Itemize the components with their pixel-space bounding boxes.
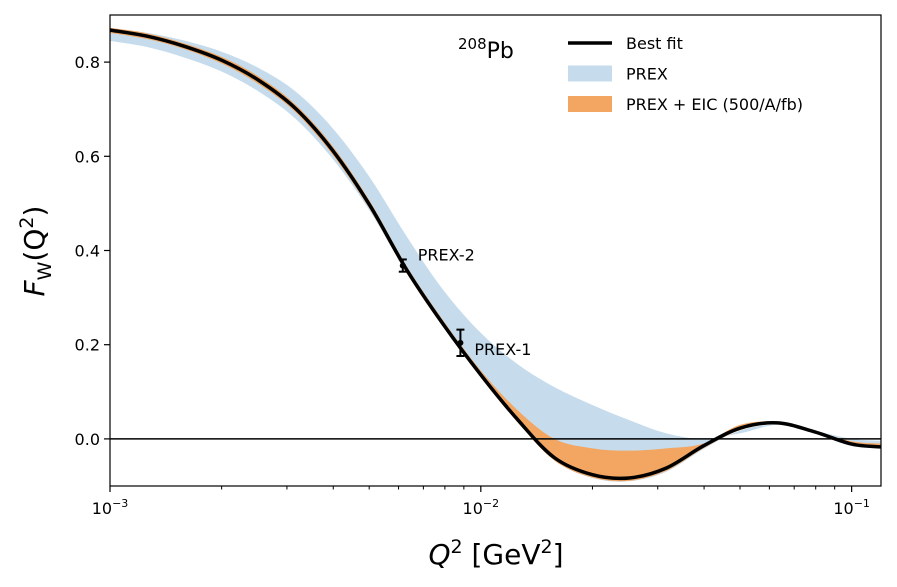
plot-layer: [110, 27, 881, 482]
x-tick-base: 10: [463, 499, 483, 518]
x-label-part: ]: [553, 538, 564, 571]
annotation: 208Pb: [458, 35, 514, 64]
x-tick-exp: −1: [854, 497, 870, 510]
x-label-part: 2: [541, 536, 553, 558]
y-label-part: ): [18, 206, 51, 217]
y-label-part: F: [18, 279, 51, 296]
x-tick-label: 10−2: [463, 497, 500, 518]
annotation-super: 208: [458, 35, 487, 53]
legend-swatch: [568, 65, 612, 82]
y-label-part: W: [34, 261, 56, 280]
y-label-part: (Q: [18, 229, 51, 262]
frame: [109, 14, 882, 487]
point: [399, 262, 406, 269]
x-tick-base: 10: [92, 499, 112, 518]
legend-label: PREX + EIC (500/A/fb): [626, 95, 803, 114]
x-tick-exp: −3: [112, 497, 128, 510]
line: [110, 28, 881, 481]
x-tick-base: 10: [833, 499, 853, 518]
y-tick-label: 0.2: [75, 336, 100, 355]
x-label-part: 2: [451, 536, 463, 558]
x-label-part: Q: [428, 538, 450, 571]
y-tick-label: 0.6: [75, 147, 100, 166]
annotation-main: Pb: [487, 39, 514, 64]
point: [457, 339, 464, 346]
y-tick-label: 0.8: [75, 53, 100, 72]
y-tick-label: 0.4: [75, 242, 100, 261]
point-label: PREX-2: [418, 246, 475, 265]
x-axis-label: Q2 [GeV2]: [428, 536, 563, 571]
x-tick-label: 10−1: [833, 497, 870, 518]
legend-label: PREX: [626, 65, 668, 84]
y-tick-label: 0.0: [75, 430, 100, 449]
y-label-part: 2: [16, 216, 38, 228]
point-label: PREX-1: [474, 340, 531, 359]
x-tick-exp: −2: [483, 497, 499, 510]
x-label-part: [GeV: [463, 538, 541, 571]
x-tick-label: 10−3: [92, 497, 129, 518]
y-axis-label: FW(Q2): [16, 206, 56, 297]
legend-swatch: [568, 96, 612, 112]
legend-label: Best fit: [626, 34, 683, 53]
